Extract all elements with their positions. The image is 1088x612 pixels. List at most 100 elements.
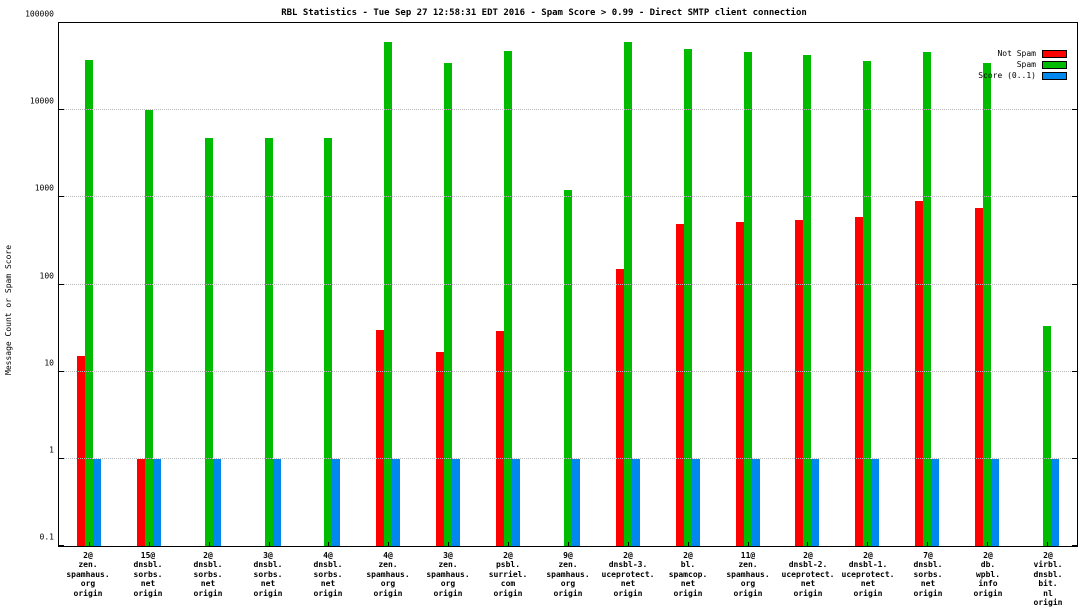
x-axis-category-label: 2@ dnsbl-1. uceprotect. net origin bbox=[841, 551, 895, 598]
x-axis-category-label: 2@ dnsbl-2. uceprotect. net origin bbox=[781, 551, 835, 598]
bar-not-spam bbox=[376, 330, 385, 546]
bar-score-0-1- bbox=[212, 458, 221, 546]
x-axis-category-label: 15@ dnsbl. sorbs. net origin bbox=[133, 551, 163, 598]
bar-group bbox=[897, 23, 957, 546]
y-tick-mark bbox=[59, 370, 64, 372]
y-tick-mark bbox=[1072, 370, 1077, 372]
bar-not-spam bbox=[735, 222, 744, 546]
y-tick-mark bbox=[59, 109, 64, 111]
bar-score-0-1- bbox=[691, 458, 700, 546]
x-tick-mark bbox=[508, 542, 510, 546]
bar-spam bbox=[504, 50, 513, 546]
y-tick-mark bbox=[59, 457, 64, 459]
x-axis-category-label: 2@ dnsbl-3. uceprotect. net origin bbox=[601, 551, 655, 598]
bar-group bbox=[1017, 23, 1077, 546]
bar-not-spam bbox=[76, 356, 85, 546]
bar-spam bbox=[743, 52, 752, 546]
bar-not-spam bbox=[496, 331, 505, 546]
y-tick-mark bbox=[59, 545, 64, 546]
legend-label: Spam bbox=[1016, 60, 1036, 69]
x-tick-mark bbox=[268, 542, 270, 546]
gridline bbox=[59, 457, 1077, 459]
bar-spam bbox=[563, 190, 572, 546]
bar-not-spam bbox=[436, 351, 445, 546]
bars-container bbox=[59, 23, 1077, 546]
bar-spam bbox=[983, 62, 992, 546]
x-tick-mark bbox=[627, 542, 629, 546]
bar-group bbox=[957, 23, 1017, 546]
y-tick-mark bbox=[1072, 196, 1077, 198]
y-tick-mark bbox=[59, 283, 64, 285]
x-axis-category-label: 2@ virbl. dnsbl. bit. nl origin bbox=[1033, 551, 1063, 608]
y-tick-mark bbox=[1072, 283, 1077, 285]
x-tick-mark bbox=[747, 542, 749, 546]
x-tick-mark bbox=[208, 542, 210, 546]
bar-spam bbox=[623, 42, 632, 546]
x-axis-category-label: 2@ dnsbl. sorbs. net origin bbox=[193, 551, 223, 598]
bar-spam bbox=[384, 42, 393, 546]
bar-group bbox=[179, 23, 239, 546]
chart-legend: Not Spam Spam Score (0..1) bbox=[978, 49, 1067, 82]
x-tick-mark bbox=[807, 542, 809, 546]
x-tick-mark bbox=[1046, 542, 1048, 546]
bar-spam bbox=[264, 137, 273, 546]
y-tick-label: 10000 bbox=[29, 96, 54, 106]
x-tick-mark bbox=[88, 542, 90, 546]
legend-label: Not Spam bbox=[997, 49, 1036, 58]
y-tick-mark bbox=[1072, 109, 1077, 111]
x-axis-category-label: 2@ zen. spamhaus. org origin bbox=[66, 551, 110, 598]
legend-swatch bbox=[1042, 60, 1067, 69]
y-tick-mark bbox=[1072, 22, 1077, 23]
legend-swatch bbox=[1042, 71, 1067, 80]
bar-spam bbox=[803, 54, 812, 546]
x-tick-mark bbox=[148, 542, 150, 546]
x-tick-mark bbox=[448, 542, 450, 546]
bar-score-0-1- bbox=[452, 458, 461, 546]
bar-score-0-1- bbox=[571, 458, 580, 546]
bar-score-0-1- bbox=[1050, 458, 1059, 546]
y-tick-label: 0.1 bbox=[39, 532, 54, 542]
gridline bbox=[59, 283, 1077, 285]
bar-score-0-1- bbox=[811, 458, 820, 546]
x-tick-mark bbox=[388, 542, 390, 546]
y-axis-label: Message Count or Spam Score bbox=[4, 244, 13, 376]
bar-score-0-1- bbox=[871, 458, 880, 546]
bar-group bbox=[59, 23, 119, 546]
bar-not-spam bbox=[855, 216, 864, 546]
legend-swatch bbox=[1042, 49, 1067, 58]
x-axis-category-label: 2@ psbl. surriel. com origin bbox=[488, 551, 528, 598]
x-axis-labels: 2@ zen. spamhaus. org origin 15@ dnsbl. s… bbox=[58, 551, 1078, 608]
bar-not-spam bbox=[615, 269, 624, 546]
bar-not-spam bbox=[915, 201, 924, 546]
x-tick-mark bbox=[567, 542, 569, 546]
bar-score-0-1- bbox=[512, 458, 521, 546]
x-axis-category-label: 11@ zen. spamhaus. org origin bbox=[726, 551, 770, 598]
gridline bbox=[59, 109, 1077, 111]
bar-not-spam bbox=[675, 223, 684, 546]
bar-not-spam bbox=[975, 208, 984, 546]
x-tick-mark bbox=[687, 542, 689, 546]
bar-group bbox=[718, 23, 778, 546]
bar-spam bbox=[863, 60, 872, 546]
gridline bbox=[59, 196, 1077, 198]
bar-spam bbox=[84, 59, 93, 546]
bar-spam bbox=[444, 62, 453, 546]
x-tick-mark bbox=[987, 542, 989, 546]
y-tick-mark bbox=[59, 22, 64, 23]
bar-group bbox=[358, 23, 418, 546]
bar-score-0-1- bbox=[92, 458, 101, 546]
y-tick-mark bbox=[59, 196, 64, 198]
bar-group bbox=[478, 23, 538, 546]
gridline bbox=[59, 370, 1077, 372]
x-axis-category-label: 3@ zen. spamhaus. org origin bbox=[426, 551, 470, 598]
x-tick-mark bbox=[328, 542, 330, 546]
bar-score-0-1- bbox=[631, 458, 640, 546]
bar-score-0-1- bbox=[152, 458, 161, 546]
bar-group bbox=[418, 23, 478, 546]
y-tick-label: 100 bbox=[39, 271, 54, 280]
x-tick-mark bbox=[867, 542, 869, 546]
bar-not-spam bbox=[136, 458, 145, 546]
chart-title: RBL Statistics - Tue Sep 27 12:58:31 EDT… bbox=[281, 8, 807, 18]
bar-group bbox=[538, 23, 598, 546]
